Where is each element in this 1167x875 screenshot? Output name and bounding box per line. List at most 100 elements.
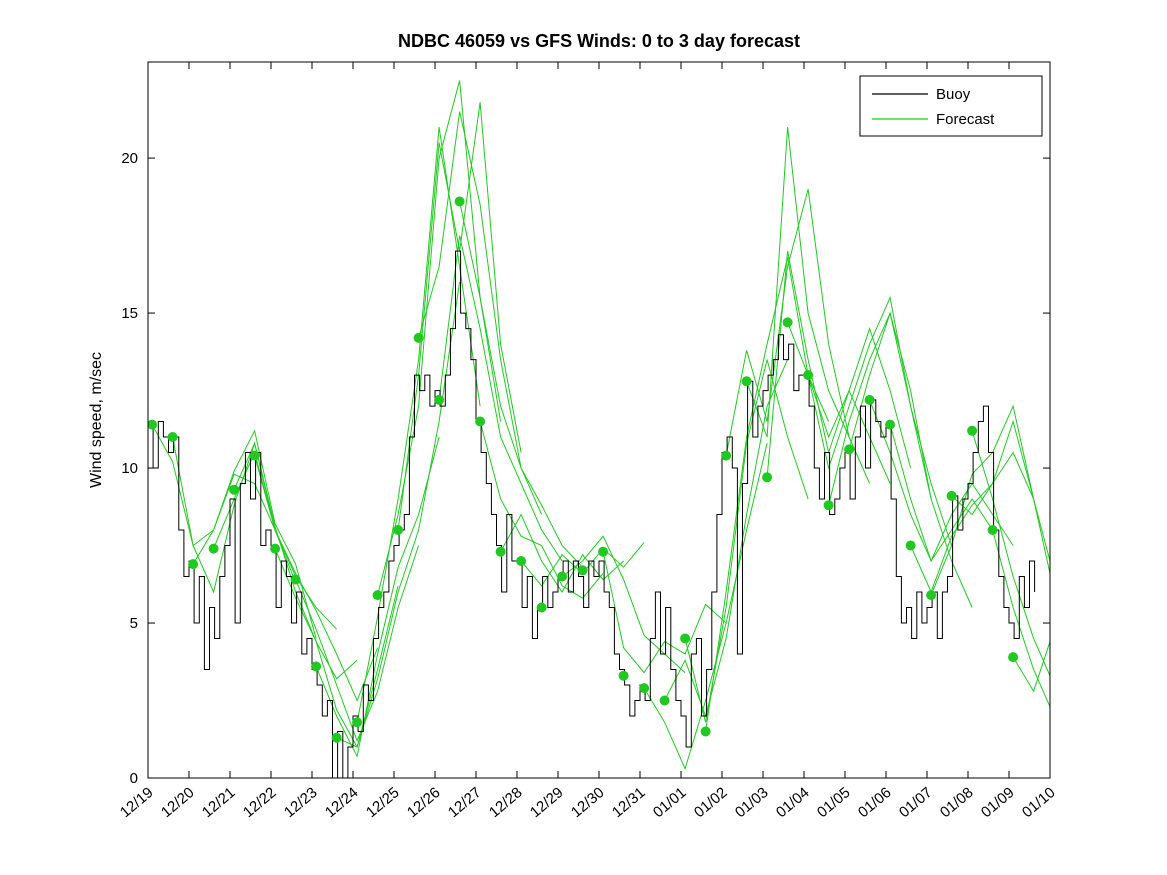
legend-label: Buoy bbox=[936, 86, 971, 103]
forecast-marker bbox=[680, 633, 691, 644]
x-tick-label: 12/24 bbox=[322, 784, 362, 821]
forecast-line bbox=[336, 282, 461, 748]
forecast-line bbox=[295, 545, 420, 743]
chart-title: NDBC 46059 vs GFS Winds: 0 to 3 day fore… bbox=[398, 31, 800, 51]
forecast-marker bbox=[188, 559, 199, 570]
forecast-line bbox=[192, 429, 317, 639]
forecast-marker bbox=[372, 590, 383, 601]
forecast-line bbox=[746, 127, 871, 484]
x-tick-label: 12/28 bbox=[486, 784, 526, 821]
forecast-marker bbox=[454, 196, 465, 207]
forecast-marker bbox=[208, 543, 219, 554]
forecast-line bbox=[684, 359, 809, 723]
x-tick-label: 12/22 bbox=[240, 784, 280, 821]
x-tick-label: 12/30 bbox=[568, 784, 608, 821]
x-tick-label: 01/10 bbox=[1019, 784, 1059, 821]
x-tick-label: 01/07 bbox=[896, 784, 936, 821]
forecast-marker bbox=[823, 500, 834, 511]
forecast-line bbox=[1012, 640, 1050, 693]
forecast-marker bbox=[721, 450, 732, 461]
forecast-line bbox=[848, 311, 973, 608]
forecast-marker bbox=[290, 574, 301, 585]
y-tick-label: 10 bbox=[121, 460, 138, 477]
y-tick-label: 20 bbox=[121, 150, 138, 167]
x-tick-label: 01/05 bbox=[814, 784, 854, 821]
forecast-marker bbox=[270, 543, 281, 554]
forecast-marker bbox=[167, 432, 178, 442]
forecast-marker bbox=[864, 394, 875, 405]
forecast-marker bbox=[311, 661, 322, 672]
forecast-marker bbox=[905, 540, 916, 551]
y-tick-label: 0 bbox=[130, 770, 138, 787]
forecast-marker bbox=[249, 450, 260, 461]
forecast-marker bbox=[659, 695, 670, 706]
forecast-line bbox=[479, 421, 604, 599]
forecast-marker bbox=[557, 571, 568, 582]
forecast-marker bbox=[331, 732, 342, 743]
x-tick-label: 12/26 bbox=[404, 784, 444, 821]
forecast-marker bbox=[577, 565, 588, 576]
forecast-marker bbox=[803, 370, 814, 381]
x-tick-label: 12/23 bbox=[281, 784, 321, 821]
forecast-marker bbox=[352, 717, 363, 728]
forecast-line bbox=[459, 201, 583, 568]
forecast-line bbox=[992, 529, 1050, 708]
x-tick-label: 12/20 bbox=[158, 784, 198, 821]
x-tick-label: 01/06 bbox=[855, 784, 895, 821]
x-tick-label: 12/29 bbox=[527, 784, 567, 821]
forecast-marker bbox=[598, 546, 609, 557]
x-tick-label: 01/08 bbox=[937, 784, 977, 821]
forecast-marker bbox=[393, 525, 404, 535]
forecast-line bbox=[971, 430, 1050, 677]
forecast-line bbox=[643, 443, 768, 771]
x-tick-label: 01/02 bbox=[691, 784, 731, 821]
legend-box bbox=[859, 75, 1043, 137]
y-tick-label: 5 bbox=[130, 615, 138, 632]
forecast-line bbox=[500, 513, 624, 593]
forecast-marker bbox=[946, 490, 957, 501]
forecast-marker bbox=[987, 525, 998, 535]
forecast-marker bbox=[926, 590, 937, 601]
forecast-line bbox=[725, 188, 850, 456]
x-tick-label: 01/04 bbox=[773, 784, 813, 821]
forecast-marker bbox=[618, 670, 629, 681]
y-axis-label: Wind speed, m/sec bbox=[88, 352, 105, 488]
legend-label: Forecast bbox=[936, 111, 995, 128]
forecast-marker bbox=[434, 394, 445, 405]
forecast-marker bbox=[413, 332, 424, 343]
x-tick-label: 01/09 bbox=[978, 784, 1018, 821]
forecast-marker bbox=[148, 419, 158, 430]
x-tick-label: 01/01 bbox=[650, 784, 690, 821]
forecast-marker bbox=[536, 602, 547, 613]
forecast-marker bbox=[639, 683, 650, 694]
forecast-line bbox=[602, 551, 727, 674]
forecast-line bbox=[356, 127, 481, 723]
forecast-marker bbox=[782, 317, 793, 328]
x-tick-label: 12/21 bbox=[199, 784, 239, 821]
forecast-marker bbox=[967, 425, 978, 436]
forecast-line bbox=[315, 436, 440, 758]
forecast-line bbox=[889, 424, 1014, 563]
plot-area: 12/19 12/20 12/21 12/22 12/23 12/24 12/25 12/26… bbox=[117, 61, 1059, 821]
forecast-marker bbox=[516, 556, 527, 566]
series-group bbox=[148, 80, 1050, 778]
forecast-line bbox=[274, 548, 399, 749]
forecast-line bbox=[254, 455, 379, 702]
x-tick-label: 12/25 bbox=[363, 784, 403, 821]
forecast-marker bbox=[762, 472, 773, 483]
forecast-marker bbox=[700, 726, 711, 737]
forecast-marker bbox=[885, 419, 896, 430]
y-tick-label: 15 bbox=[121, 305, 138, 322]
x-tick-label: 12/27 bbox=[445, 784, 485, 821]
forecast-marker bbox=[229, 484, 240, 495]
x-tick-label: 12/19 bbox=[117, 784, 157, 821]
forecast-marker bbox=[844, 444, 855, 455]
forecast-line bbox=[664, 359, 789, 718]
forecast-marker bbox=[495, 546, 506, 557]
x-tick-label: 12/31 bbox=[609, 784, 649, 821]
x-tick-label: 01/03 bbox=[732, 784, 772, 821]
forecast-line bbox=[951, 419, 1050, 576]
forecast-marker bbox=[741, 376, 752, 387]
